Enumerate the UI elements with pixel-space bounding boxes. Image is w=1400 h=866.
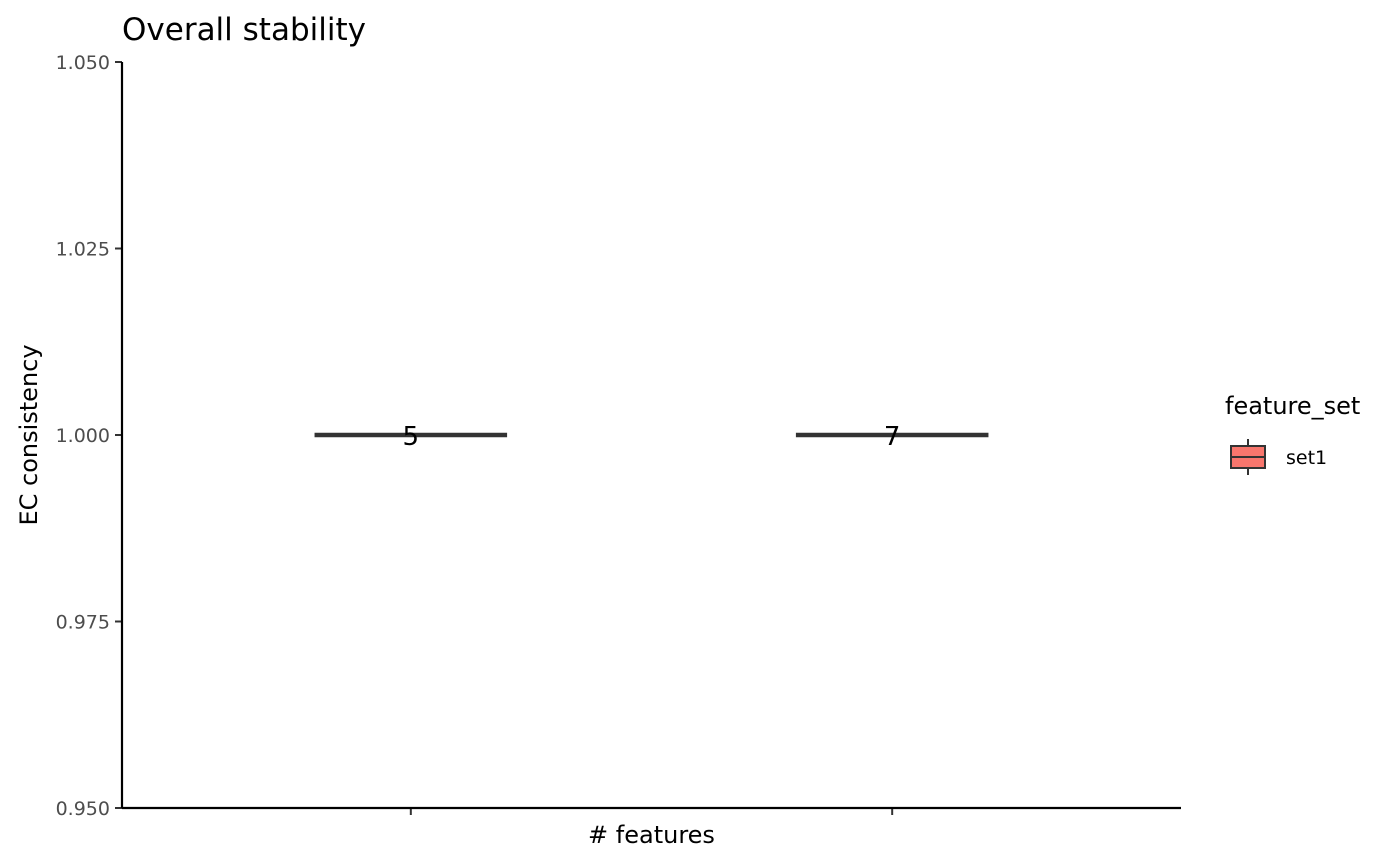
x-axis-title: # features [588, 821, 715, 849]
chart-title: Overall stability [122, 12, 366, 48]
y-tick-label: 0.975 [56, 612, 110, 634]
legend-title: feature_set [1225, 392, 1360, 420]
legend-entries: set1 [1230, 439, 1327, 475]
y-tick-label: 1.050 [56, 52, 110, 74]
x-axis-ticks [409, 808, 894, 815]
y-tick-label: 0.950 [56, 798, 110, 820]
data-label-7: 7 [884, 422, 901, 452]
y-axis-ticks: 0.950 0.975 1.000 1.025 1.050 [56, 52, 122, 820]
legend: feature_set set1 [1225, 392, 1360, 475]
legend-label-set1: set1 [1286, 447, 1327, 469]
y-tick-label: 1.000 [56, 425, 110, 447]
data-label-5: 5 [403, 422, 420, 452]
y-tick-label: 1.025 [56, 239, 110, 261]
y-axis-title: EC consistency [15, 344, 43, 525]
